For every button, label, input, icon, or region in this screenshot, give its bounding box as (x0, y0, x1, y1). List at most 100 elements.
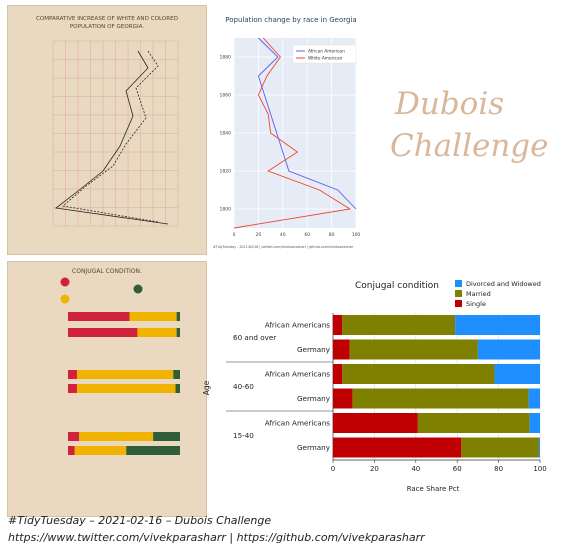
plate2-bar-segment (76, 370, 174, 379)
conj-legend-swatch (455, 290, 462, 297)
conj-bar-married (342, 315, 456, 335)
conj-group-label: 15-40 (233, 431, 254, 440)
line-x-tick-label: 60 (304, 232, 310, 238)
plate2-bar-segment (68, 432, 80, 441)
plate2-bars (68, 312, 180, 455)
conj-bar-divorced (477, 339, 540, 360)
conj-row-label: African Americans (265, 321, 331, 330)
line-y-tick-label: 1800 (220, 207, 232, 213)
line-y-tick-label: 1860 (220, 93, 232, 99)
conj-row-label: Germany (297, 394, 331, 403)
plate2-bar-segment (76, 384, 176, 393)
plate2-title: CONJUGAL CONDITION. (72, 268, 142, 275)
conj-bar-married (461, 437, 539, 458)
conj-bar-single (333, 413, 418, 433)
plate2-bar-segment (137, 328, 177, 337)
conj-bar-married (417, 413, 530, 433)
plate1-line-white (62, 50, 159, 223)
line-x-tick-label: 40 (280, 232, 286, 238)
caption-line2: https://www.twitter.com/vivekparasharr |… (8, 531, 425, 544)
conj-x-tick-label: 40 (411, 465, 420, 473)
conj-bar-married (349, 339, 478, 360)
conjugal-chart-title: Conjugal condition (355, 281, 439, 291)
conj-row-label: African Americans (265, 419, 331, 428)
conj-row-label: African Americans (265, 370, 331, 379)
plate2-bar-segment (68, 370, 77, 379)
caption-line1: #TidyTuesday – 2021-02-16 – Dubois Chall… (8, 514, 272, 527)
conj-bar-single (333, 437, 462, 458)
conj-group-label: 40-60 (233, 382, 254, 391)
conj-row-label: Germany (297, 443, 331, 452)
dubois-challenge-heading: Dubois Challenge (380, 86, 550, 176)
conj-bar-single (333, 364, 343, 384)
line-legend-label: White American (308, 56, 343, 62)
line-chart-title: Population change by race in Georgia (225, 16, 356, 24)
conj-x-tick-label: 100 (533, 465, 546, 473)
line-y-tick-label: 1840 (220, 131, 232, 137)
line-y-tick-label: 1820 (220, 169, 232, 175)
plate2-bar-segment (176, 312, 180, 321)
conj-bar-married (342, 364, 495, 384)
conj-bar-single (333, 388, 353, 409)
conj-bar-divorced (528, 388, 540, 409)
line-x-tick-label: 100 (352, 232, 361, 238)
conj-bar-divorced (494, 364, 540, 384)
original-population-plate-svg: COMPARATIVE INCREASE OF WHITE AND COLORE… (36, 16, 179, 227)
plate2-bar-segment (68, 328, 138, 337)
plate2-bar-segment (176, 328, 180, 337)
plate2-bar-segment (129, 312, 177, 321)
line-legend-box (292, 44, 357, 64)
plate1-lines (55, 50, 169, 225)
dubois-heading-line1: Dubois (395, 86, 505, 122)
original-population-plate: COMPARATIVE INCREASE OF WHITE AND COLORE… (7, 5, 207, 255)
conj-legend-label: Single (466, 300, 486, 308)
line-x-tick-label: 0 (233, 232, 236, 238)
conjugal-bar-chart-svg: Conjugal condition Race Share Pct Age 0 2… (202, 280, 547, 493)
plate2-bar-segment (153, 432, 180, 441)
conj-bar-single (333, 315, 343, 335)
conj-bar-married (352, 388, 529, 409)
conj-x-tick-label: 20 (370, 465, 379, 473)
plate2-bar-segment (126, 446, 180, 455)
conj-legend-label: Married (466, 290, 491, 298)
conj-bar-divorced (529, 413, 540, 433)
line-y-tick-label: 1880 (220, 55, 232, 61)
conjugal-y-axis-label: Age (202, 380, 211, 395)
plate2-legend-married-dot (60, 294, 70, 304)
conj-group-label: 60 and over (233, 333, 276, 342)
conj-bar-single (333, 339, 350, 360)
dubois-heading-line2: Challenge (390, 128, 549, 164)
plate1-title-line2: POPULATION OF GEORGIA. (70, 24, 145, 30)
plate1-grid (52, 40, 179, 227)
conj-row-label: Germany (297, 345, 331, 354)
conj-legend-label: Divorced and Widowed (466, 280, 541, 288)
population-line-chart: Population change by race in Georgia #Ti… (211, 8, 366, 250)
conj-legend-swatch (455, 280, 462, 287)
conj-x-tick-label: 0 (331, 465, 335, 473)
original-conjugal-plate-svg: CONJUGAL CONDITION. (60, 268, 180, 455)
population-line-chart-svg: Population change by race in Georgia #Ti… (213, 16, 361, 249)
plate2-bar-segment (68, 446, 75, 455)
plate2-bar-segment (68, 312, 130, 321)
line-chart-footnote: #TidyTuesday - 2021/02/16 | twitter.com/… (213, 245, 354, 249)
plate2-legend-single-dot (60, 277, 70, 287)
line-series-african-american (257, 37, 357, 210)
conjugal-x-axis-label: Race Share Pct (407, 485, 460, 493)
caption: #TidyTuesday – 2021-02-16 – Dubois Chall… (8, 512, 558, 546)
line-legend-label: African American (308, 49, 345, 55)
plate2-bar-segment (79, 432, 154, 441)
conj-bar-divorced (455, 315, 540, 335)
plate2-legend-divorced-dot (133, 284, 143, 294)
plate2-bar-segment (175, 384, 180, 393)
plate1-title-line1: COMPARATIVE INCREASE OF WHITE AND COLORE… (36, 16, 178, 22)
conj-bar-divorced (538, 437, 540, 458)
line-x-tick-label: 20 (256, 232, 262, 238)
conj-x-tick-label: 60 (453, 465, 462, 473)
conj-legend-swatch (455, 300, 462, 307)
conj-x-tick-label: 80 (494, 465, 503, 473)
conjugal-bar-chart: Conjugal condition Race Share Pct Age 0 2… (200, 268, 560, 503)
original-conjugal-plate: CONJUGAL CONDITION. (7, 261, 207, 517)
plate2-bar-segment (173, 370, 180, 379)
plate2-bar-segment (74, 446, 127, 455)
plate1-line-colored (55, 50, 169, 225)
